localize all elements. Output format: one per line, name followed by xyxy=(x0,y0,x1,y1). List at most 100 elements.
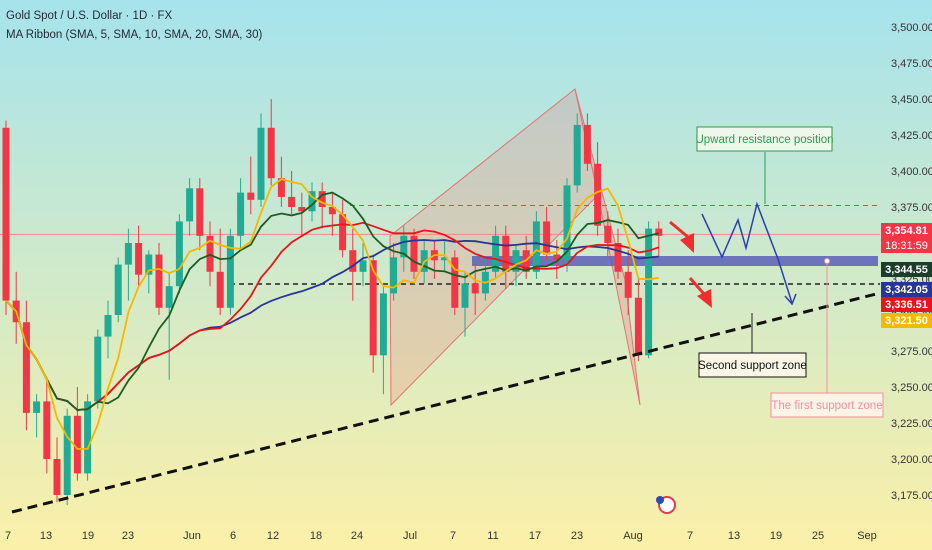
price-tag-box xyxy=(881,297,932,312)
y-axis-tick-label: 3,450.00 xyxy=(891,94,932,106)
candle-body xyxy=(73,415,81,474)
candle-body xyxy=(318,191,326,207)
first-support-anchor-dot xyxy=(824,258,830,264)
x-axis-tick-label: 6 xyxy=(230,530,236,542)
first-support-zone-band xyxy=(472,256,878,266)
y-axis-tick-label: 3,175.00 xyxy=(891,490,932,502)
candle-body xyxy=(63,415,71,495)
candle-body xyxy=(33,401,41,413)
candle-body xyxy=(124,243,132,265)
price-tag-label: 3,354.81 xyxy=(885,225,928,237)
candle-body xyxy=(451,257,459,308)
candle-body xyxy=(288,196,296,207)
x-axis-tick-label: 18 xyxy=(310,530,322,542)
candle-body xyxy=(563,185,571,261)
bearish-arrow-2 xyxy=(688,277,706,295)
candle-body xyxy=(226,235,234,308)
y-axis-tick-label: 3,200.00 xyxy=(891,454,932,466)
second-support-label-box xyxy=(698,352,807,378)
price-tag-box xyxy=(881,282,932,297)
candle-body xyxy=(379,293,387,356)
x-axis-tick-label: 7 xyxy=(5,530,11,542)
candle-body xyxy=(186,188,194,222)
candle-body xyxy=(471,283,479,294)
price-tag-label: 3,342.05 xyxy=(885,284,928,296)
candle-body xyxy=(359,260,367,272)
projected-path-line xyxy=(701,201,793,304)
candle-body xyxy=(624,271,632,298)
sma-20-line xyxy=(5,221,660,411)
x-axis-tick-label: Aug xyxy=(623,530,643,542)
candle-body xyxy=(583,124,591,164)
indicator-legend: MA Ribbon (SMA, 5, SMA, 10, SMA, 20, SMA… xyxy=(6,29,262,41)
candle-body xyxy=(43,401,51,459)
x-axis-tick-label: 19 xyxy=(770,530,782,542)
long-term-trendline xyxy=(11,291,881,514)
candle-body xyxy=(257,127,265,200)
candle-body xyxy=(94,336,102,402)
candle-body xyxy=(604,225,612,243)
candle-body xyxy=(634,297,642,356)
candle-body xyxy=(512,250,520,272)
candle-body xyxy=(145,254,153,275)
candle-body xyxy=(532,221,540,272)
price-tag-box xyxy=(881,262,932,277)
bearish-arrow-2-head xyxy=(697,289,712,308)
candle-body xyxy=(206,235,214,272)
price-tag-label: 3,321.50 xyxy=(885,315,928,327)
candle-body xyxy=(492,235,500,272)
countdown-timer: 18:31:59 xyxy=(885,240,928,252)
event-marker-badge-icon xyxy=(656,496,664,504)
candle-body xyxy=(53,459,61,495)
x-axis-tick-label: 25 xyxy=(812,530,824,542)
y-axis-tick-label: 3,250.00 xyxy=(891,382,932,394)
candle-body xyxy=(84,401,92,474)
x-axis-tick-label: Jun xyxy=(183,530,201,542)
x-axis-tick-label: 12 xyxy=(267,530,279,542)
sma-5-line xyxy=(5,178,659,450)
y-axis-tick-label: 3,400.00 xyxy=(891,166,932,178)
x-axis-tick-label: 19 xyxy=(82,530,94,542)
candle-body xyxy=(2,127,10,301)
candle-body xyxy=(155,254,163,308)
candle-body xyxy=(461,283,469,308)
y-axis-tick-label: 3,225.00 xyxy=(891,418,932,430)
candle-body xyxy=(135,243,143,275)
x-axis-tick-label: 13 xyxy=(728,530,740,542)
chart-title: Gold Spot / U.S. Dollar · 1D · FX xyxy=(6,10,172,22)
candle-body xyxy=(400,235,408,258)
candle-body xyxy=(655,228,663,236)
x-axis-tick-label: 24 xyxy=(351,530,363,542)
candle-body xyxy=(237,192,245,236)
candle-body xyxy=(614,243,622,272)
candle-body xyxy=(410,235,418,272)
y-axis-tick-label: 3,425.00 xyxy=(891,130,932,142)
candle-body xyxy=(390,257,398,294)
x-axis-tick-label: Jul xyxy=(403,530,417,542)
sma-10-line xyxy=(5,191,660,411)
x-axis-tick-label: 23 xyxy=(122,530,134,542)
first-support-label: The first support zone xyxy=(771,400,882,412)
candle-body xyxy=(328,207,336,215)
price-tag-label: 3,336.51 xyxy=(885,299,928,311)
candle-body xyxy=(196,188,204,236)
candle-body xyxy=(573,124,581,186)
price-tag-label: 3,344.55 xyxy=(885,264,928,276)
candle-body xyxy=(645,228,653,356)
candle-body xyxy=(502,235,510,272)
resistance-label: Upward resistance position xyxy=(695,134,833,146)
candle-body xyxy=(349,250,357,272)
price-tag-box xyxy=(881,223,932,253)
x-axis-tick-label: 23 xyxy=(571,530,583,542)
x-axis-tick-label: 11 xyxy=(487,530,498,542)
candle-body xyxy=(247,192,255,200)
second-support-label: Second support zone xyxy=(698,360,807,372)
candle-body xyxy=(298,207,306,212)
x-axis-tick-label: Sep xyxy=(857,530,877,542)
y-axis-tick-label: 3,475.00 xyxy=(891,58,932,70)
y-axis-tick-label: 3,500.00 xyxy=(891,22,932,34)
x-axis-tick-label: 7 xyxy=(450,530,456,542)
candle-body xyxy=(104,315,112,337)
